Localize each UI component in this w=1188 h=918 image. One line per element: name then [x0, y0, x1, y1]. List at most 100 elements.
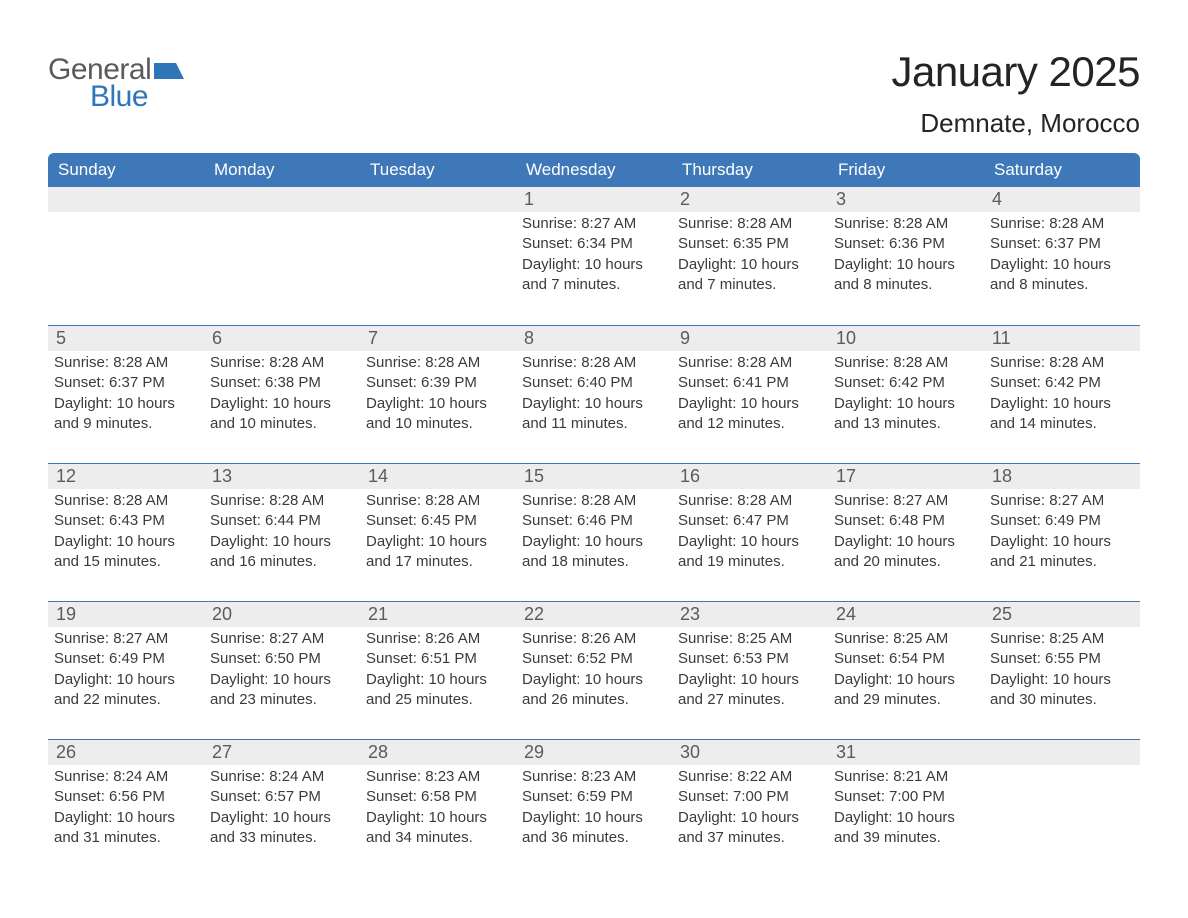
daylight-text: Daylight: 10 hours and 33 minutes. [210, 808, 354, 849]
day-number: 8 [516, 326, 672, 351]
week-row: 5Sunrise: 8:28 AMSunset: 6:37 PMDaylight… [48, 325, 1140, 463]
sunrise-text: Sunrise: 8:28 AM [210, 491, 354, 511]
sunset-text: Sunset: 6:37 PM [54, 373, 198, 393]
sunrise-text: Sunrise: 8:28 AM [210, 353, 354, 373]
day-info: Sunrise: 8:27 AMSunset: 6:49 PMDaylight:… [984, 489, 1140, 582]
sunset-text: Sunset: 6:55 PM [990, 649, 1134, 669]
daylight-text: Daylight: 10 hours and 30 minutes. [990, 670, 1134, 711]
day-cell: 8Sunrise: 8:28 AMSunset: 6:40 PMDaylight… [516, 326, 672, 463]
weekday-saturday: Saturday [984, 153, 1140, 187]
day-cell: 16Sunrise: 8:28 AMSunset: 6:47 PMDayligh… [672, 464, 828, 601]
day-info: Sunrise: 8:22 AMSunset: 7:00 PMDaylight:… [672, 765, 828, 858]
sunset-text: Sunset: 6:45 PM [366, 511, 510, 531]
daylight-text: Daylight: 10 hours and 15 minutes. [54, 532, 198, 573]
sunrise-text: Sunrise: 8:27 AM [54, 629, 198, 649]
day-info: Sunrise: 8:28 AMSunset: 6:39 PMDaylight:… [360, 351, 516, 444]
daylight-text: Daylight: 10 hours and 29 minutes. [834, 670, 978, 711]
sunrise-text: Sunrise: 8:28 AM [366, 491, 510, 511]
day-cell [984, 740, 1140, 877]
week-row: 12Sunrise: 8:28 AMSunset: 6:43 PMDayligh… [48, 463, 1140, 601]
day-info: Sunrise: 8:24 AMSunset: 6:57 PMDaylight:… [204, 765, 360, 858]
day-number: 31 [828, 740, 984, 765]
day-cell: 3Sunrise: 8:28 AMSunset: 6:36 PMDaylight… [828, 187, 984, 325]
day-number: 23 [672, 602, 828, 627]
daylight-text: Daylight: 10 hours and 13 minutes. [834, 394, 978, 435]
sunset-text: Sunset: 6:48 PM [834, 511, 978, 531]
day-info: Sunrise: 8:27 AMSunset: 6:49 PMDaylight:… [48, 627, 204, 720]
day-info: Sunrise: 8:28 AMSunset: 6:37 PMDaylight:… [984, 212, 1140, 305]
sunrise-text: Sunrise: 8:26 AM [366, 629, 510, 649]
sunset-text: Sunset: 6:38 PM [210, 373, 354, 393]
day-cell: 14Sunrise: 8:28 AMSunset: 6:45 PMDayligh… [360, 464, 516, 601]
logo-flag-icon [154, 57, 184, 82]
sunrise-text: Sunrise: 8:26 AM [522, 629, 666, 649]
sunset-text: Sunset: 6:54 PM [834, 649, 978, 669]
sunset-text: Sunset: 6:49 PM [54, 649, 198, 669]
sunset-text: Sunset: 6:39 PM [366, 373, 510, 393]
sunrise-text: Sunrise: 8:27 AM [522, 214, 666, 234]
day-cell: 4Sunrise: 8:28 AMSunset: 6:37 PMDaylight… [984, 187, 1140, 325]
day-info: Sunrise: 8:28 AMSunset: 6:37 PMDaylight:… [48, 351, 204, 444]
day-number: 12 [48, 464, 204, 489]
day-number: 10 [828, 326, 984, 351]
day-info: Sunrise: 8:25 AMSunset: 6:54 PMDaylight:… [828, 627, 984, 720]
day-cell [48, 187, 204, 325]
daylight-text: Daylight: 10 hours and 39 minutes. [834, 808, 978, 849]
daylight-text: Daylight: 10 hours and 19 minutes. [678, 532, 822, 573]
sunrise-text: Sunrise: 8:23 AM [366, 767, 510, 787]
day-cell: 9Sunrise: 8:28 AMSunset: 6:41 PMDaylight… [672, 326, 828, 463]
day-number: 7 [360, 326, 516, 351]
day-cell: 7Sunrise: 8:28 AMSunset: 6:39 PMDaylight… [360, 326, 516, 463]
day-cell: 21Sunrise: 8:26 AMSunset: 6:51 PMDayligh… [360, 602, 516, 739]
week-row: 1Sunrise: 8:27 AMSunset: 6:34 PMDaylight… [48, 187, 1140, 325]
daylight-text: Daylight: 10 hours and 23 minutes. [210, 670, 354, 711]
sunset-text: Sunset: 6:56 PM [54, 787, 198, 807]
day-info: Sunrise: 8:26 AMSunset: 6:52 PMDaylight:… [516, 627, 672, 720]
daylight-text: Daylight: 10 hours and 17 minutes. [366, 532, 510, 573]
daylight-text: Daylight: 10 hours and 8 minutes. [990, 255, 1134, 296]
sunrise-text: Sunrise: 8:27 AM [990, 491, 1134, 511]
day-cell: 11Sunrise: 8:28 AMSunset: 6:42 PMDayligh… [984, 326, 1140, 463]
daylight-text: Daylight: 10 hours and 8 minutes. [834, 255, 978, 296]
calendar-page: General Blue January 2025 Demnate, Moroc… [0, 0, 1188, 897]
day-info: Sunrise: 8:23 AMSunset: 6:58 PMDaylight:… [360, 765, 516, 858]
day-cell: 13Sunrise: 8:28 AMSunset: 6:44 PMDayligh… [204, 464, 360, 601]
weeks-container: 1Sunrise: 8:27 AMSunset: 6:34 PMDaylight… [48, 187, 1140, 877]
day-info: Sunrise: 8:28 AMSunset: 6:42 PMDaylight:… [828, 351, 984, 444]
day-cell: 29Sunrise: 8:23 AMSunset: 6:59 PMDayligh… [516, 740, 672, 877]
sunrise-text: Sunrise: 8:28 AM [678, 214, 822, 234]
day-number: 22 [516, 602, 672, 627]
day-cell: 15Sunrise: 8:28 AMSunset: 6:46 PMDayligh… [516, 464, 672, 601]
sunrise-text: Sunrise: 8:24 AM [210, 767, 354, 787]
weekday-wednesday: Wednesday [516, 153, 672, 187]
weekday-sunday: Sunday [48, 153, 204, 187]
day-number [360, 187, 516, 212]
sunset-text: Sunset: 6:53 PM [678, 649, 822, 669]
weekday-thursday: Thursday [672, 153, 828, 187]
day-number: 29 [516, 740, 672, 765]
day-info: Sunrise: 8:25 AMSunset: 6:55 PMDaylight:… [984, 627, 1140, 720]
calendar-grid: Sunday Monday Tuesday Wednesday Thursday… [48, 153, 1140, 877]
day-number: 19 [48, 602, 204, 627]
week-row: 26Sunrise: 8:24 AMSunset: 6:56 PMDayligh… [48, 739, 1140, 877]
daylight-text: Daylight: 10 hours and 21 minutes. [990, 532, 1134, 573]
day-number: 30 [672, 740, 828, 765]
daylight-text: Daylight: 10 hours and 36 minutes. [522, 808, 666, 849]
daylight-text: Daylight: 10 hours and 11 minutes. [522, 394, 666, 435]
daylight-text: Daylight: 10 hours and 22 minutes. [54, 670, 198, 711]
day-cell: 26Sunrise: 8:24 AMSunset: 6:56 PMDayligh… [48, 740, 204, 877]
day-info: Sunrise: 8:27 AMSunset: 6:50 PMDaylight:… [204, 627, 360, 720]
sunset-text: Sunset: 6:43 PM [54, 511, 198, 531]
daylight-text: Daylight: 10 hours and 12 minutes. [678, 394, 822, 435]
day-cell: 19Sunrise: 8:27 AMSunset: 6:49 PMDayligh… [48, 602, 204, 739]
sunset-text: Sunset: 6:36 PM [834, 234, 978, 254]
day-cell: 23Sunrise: 8:25 AMSunset: 6:53 PMDayligh… [672, 602, 828, 739]
sunrise-text: Sunrise: 8:28 AM [678, 491, 822, 511]
day-cell: 18Sunrise: 8:27 AMSunset: 6:49 PMDayligh… [984, 464, 1140, 601]
day-number: 6 [204, 326, 360, 351]
day-info: Sunrise: 8:28 AMSunset: 6:47 PMDaylight:… [672, 489, 828, 582]
daylight-text: Daylight: 10 hours and 20 minutes. [834, 532, 978, 573]
sunrise-text: Sunrise: 8:28 AM [678, 353, 822, 373]
weekday-friday: Friday [828, 153, 984, 187]
day-number: 11 [984, 326, 1140, 351]
